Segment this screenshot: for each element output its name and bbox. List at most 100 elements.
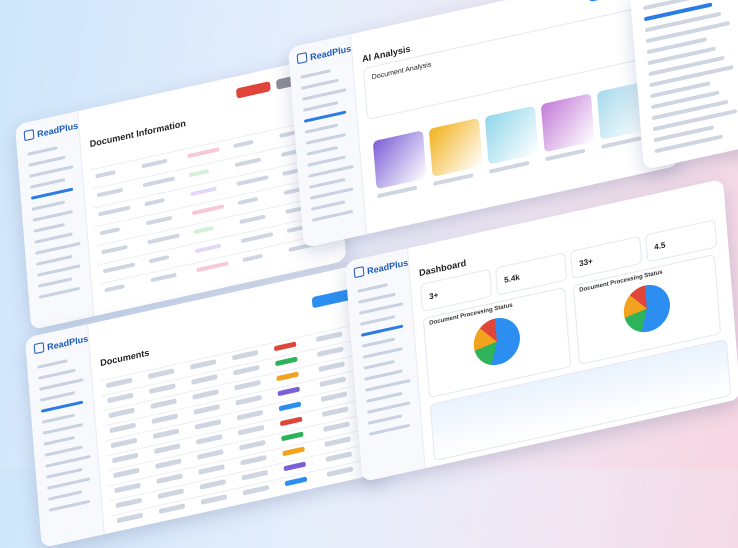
nav-item [364,369,403,381]
table-cell [284,476,308,487]
table-cell [96,187,124,198]
nav-item [304,123,339,134]
table-cell [278,401,302,412]
nav-item [38,286,81,299]
nav-item [47,477,91,490]
table-cell [276,371,299,382]
table-cell [196,261,229,273]
image-card [372,130,427,190]
nav-item [309,177,346,189]
nav-item [307,155,346,167]
nav-item [311,209,354,222]
table-cell [191,204,225,216]
panel-title: Document Information [89,118,187,150]
nav-item [37,359,68,369]
side-panel [630,0,738,171]
nav-item [41,413,76,424]
nav-item [367,414,403,425]
table-cell [144,197,165,207]
table-cell [141,158,168,169]
nav-item [361,337,396,348]
table-cell [281,431,304,442]
brand: ReadPlus [297,42,352,65]
nav-item [37,277,73,288]
nav-item [39,378,84,391]
table-cell [234,157,262,168]
nav-item [45,454,91,468]
table-cell [236,175,269,187]
nav-item [303,110,347,123]
table-cell [99,227,121,236]
nav-item [365,378,411,392]
page: ReadPlus Document Information ReadPlus A… [0,0,738,469]
nav-item [305,133,346,145]
nav-item [40,391,76,402]
nav-item [363,359,395,370]
nav-item [47,490,83,501]
panel-title: Documents [99,347,150,369]
table-cell [188,168,210,178]
table-cell [237,196,259,206]
nav-item [27,146,58,156]
table-cell [193,225,214,235]
nav-item [30,178,66,189]
table-cell [187,147,220,159]
table-cell [147,233,180,245]
table-row [110,457,376,517]
nav-item [37,264,81,277]
nav-item [368,423,411,436]
nav-item [34,232,73,244]
brand: ReadPlus [354,256,409,279]
nav-item [48,499,91,512]
table-cell [95,170,116,179]
table-cell [150,272,177,283]
nav-item [300,69,331,79]
sidebar: ReadPlus [25,324,105,548]
nav-item [40,400,84,413]
table-cell [104,284,125,293]
nav-item [28,155,66,167]
table-cell [240,232,274,244]
table-cell [98,205,131,217]
table-cell [142,176,176,188]
button [235,81,271,99]
table-cell [148,254,170,264]
nav-item [302,88,347,101]
table-cell [242,253,263,263]
nav-item [31,200,66,211]
nav-item [310,187,354,200]
nav-item [306,145,338,156]
nav-item [29,165,74,178]
nav-item [33,222,65,233]
nav-item [367,401,411,414]
nav-item [30,187,74,200]
nav-item [359,302,404,315]
nav-item [362,347,403,359]
nav-item [43,435,75,446]
table-cell [190,186,217,197]
nav-item [366,391,403,403]
image-card [540,93,595,153]
nav-item [358,292,396,304]
table-cell [275,356,298,367]
nav-item [310,200,346,211]
brand: ReadPlus [34,332,89,355]
table-cell [282,446,305,457]
table-cell [233,139,254,149]
nav-item [44,445,83,457]
table-cell [277,386,300,397]
table-cell [194,243,222,254]
nav-item [42,423,83,435]
table-cell [145,215,173,226]
image-card [428,117,483,177]
table-cell [102,262,136,274]
nav-item [46,467,83,479]
image-card [484,105,539,165]
table-cell [283,461,306,472]
nav-item [303,101,339,112]
nav-item [32,210,73,222]
table-cell [273,341,297,352]
nav-item [360,324,404,337]
sidebar: ReadPlus [15,111,95,330]
nav-item [38,368,76,380]
